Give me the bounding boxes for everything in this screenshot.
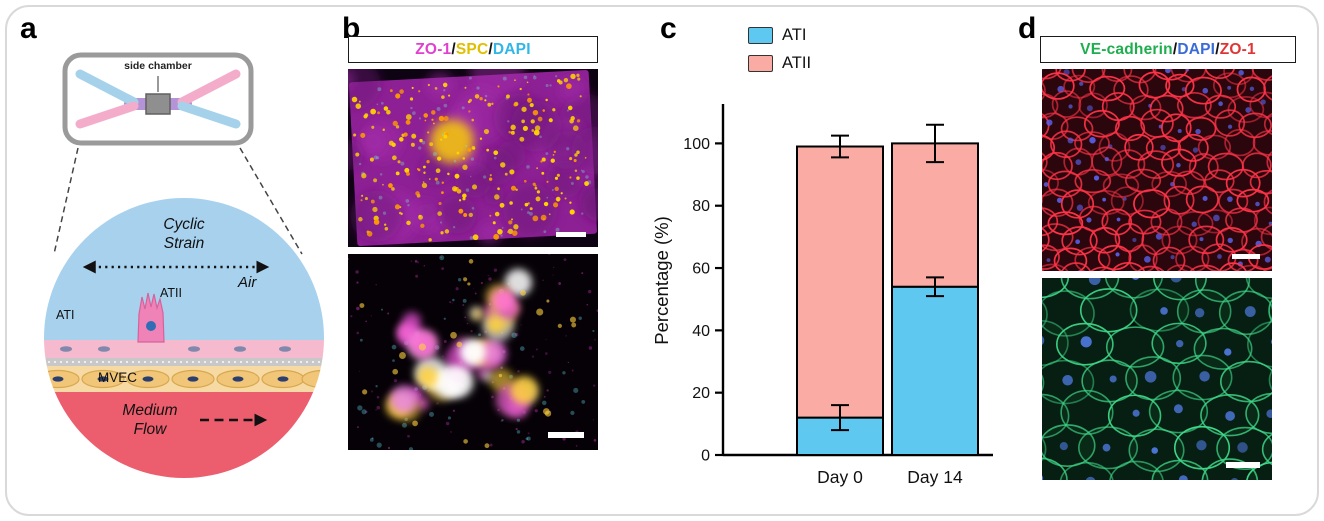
panel-a: a side chamber bbox=[14, 8, 338, 513]
chip-cross-section-diagram: Cyclic Strain Air ATI ATII MVEC Medium F… bbox=[42, 196, 326, 480]
bar-ATII-Day 14 bbox=[891, 142, 979, 288]
chip-channel-blue-left bbox=[75, 69, 139, 107]
panel-d-letter: d bbox=[1018, 12, 1037, 45]
legend-item-ATII: ATII bbox=[748, 54, 811, 73]
microscopy-image-zo1-red-network bbox=[1042, 69, 1272, 271]
panel-a-letter: a bbox=[20, 12, 37, 45]
microscopy-image-zo1-spc-dapi-3d bbox=[348, 69, 598, 247]
y-axis-title: Percentage (%) bbox=[651, 216, 672, 345]
x-category-label: Day 0 bbox=[817, 467, 863, 487]
ati-nuclei bbox=[60, 346, 291, 352]
stain-name: / bbox=[488, 40, 493, 58]
stain-name: / bbox=[1215, 40, 1220, 58]
ati-label: ATI bbox=[56, 308, 75, 322]
air-label: Air bbox=[238, 274, 257, 291]
stain-name: DAPI bbox=[492, 40, 531, 58]
panel-c-letter: c bbox=[660, 12, 677, 45]
legend-swatch bbox=[748, 27, 773, 44]
chip-channel-pink-left bbox=[75, 101, 139, 129]
legend-swatch bbox=[748, 55, 773, 72]
microscopy-image-vecadherin-green-network bbox=[1042, 278, 1272, 480]
microfluidic-chip-schematic: side chamber bbox=[62, 52, 254, 146]
side-chamber-block bbox=[145, 93, 171, 115]
y-tick-label: 20 bbox=[692, 385, 710, 402]
stain-name: ZO-1 bbox=[415, 40, 452, 58]
legend-label: ATI bbox=[782, 26, 807, 44]
stain-name: VE-cadherin bbox=[1080, 40, 1173, 58]
scale-bar bbox=[548, 432, 584, 438]
medium-flow-label: Medium Flow bbox=[122, 402, 178, 438]
scale-bar bbox=[1232, 254, 1260, 259]
atii-label: ATII bbox=[160, 286, 182, 300]
cyclic-strain-label: Cyclic Strain bbox=[163, 216, 205, 252]
mvec-label: MVEC bbox=[98, 370, 138, 385]
chip-channel-blue-right bbox=[177, 101, 241, 129]
y-tick-label: 60 bbox=[692, 261, 710, 278]
x-category-label: Day 14 bbox=[907, 467, 963, 487]
chip-svg bbox=[62, 52, 254, 146]
panel-c: c ATI ATII 0 20 40 60 80 100 Percentage (%) Day … bbox=[651, 12, 1020, 514]
panel-b-stain-label: ZO-1/SPC / DAPI bbox=[348, 36, 598, 63]
bar-chart: 0 20 40 60 80 100 Percentage (%) Day 0 Day 14 bbox=[651, 104, 993, 487]
side-chamber-label: side chamber bbox=[124, 60, 192, 72]
stain-name: SPC bbox=[455, 40, 489, 58]
chart-legend: ATI ATII bbox=[748, 26, 811, 73]
stain-name: ZO-1 bbox=[1219, 40, 1256, 58]
legend-item-ATI: ATI bbox=[748, 26, 811, 45]
y-tick-label: 0 bbox=[701, 448, 710, 465]
bar-ATI-Day 14 bbox=[891, 285, 979, 456]
y-tick-label: 80 bbox=[692, 198, 710, 215]
microscopy-image-atii-clusters bbox=[348, 254, 598, 450]
chip-channel-pink-right bbox=[177, 69, 241, 107]
panel-d-stain-label: VE-cadherin / DAPI / ZO-1 bbox=[1040, 36, 1296, 63]
cross-section-svg bbox=[44, 198, 324, 478]
stain-name: DAPI bbox=[1177, 40, 1216, 58]
scale-bar bbox=[1226, 462, 1260, 468]
atii-cell bbox=[137, 292, 165, 343]
legend-label: ATII bbox=[782, 54, 812, 72]
epithelium-layer bbox=[44, 340, 324, 358]
stain-name: / bbox=[1172, 40, 1178, 58]
stain-name: / bbox=[451, 40, 456, 58]
y-tick-label: 100 bbox=[683, 136, 710, 153]
membrane bbox=[44, 358, 324, 366]
atii-nucleus bbox=[146, 321, 156, 331]
bar-ATII-Day 0 bbox=[796, 145, 884, 419]
y-tick-label: 40 bbox=[692, 323, 710, 340]
zoom-indicator-lines bbox=[53, 147, 303, 255]
scale-bar bbox=[556, 232, 586, 237]
